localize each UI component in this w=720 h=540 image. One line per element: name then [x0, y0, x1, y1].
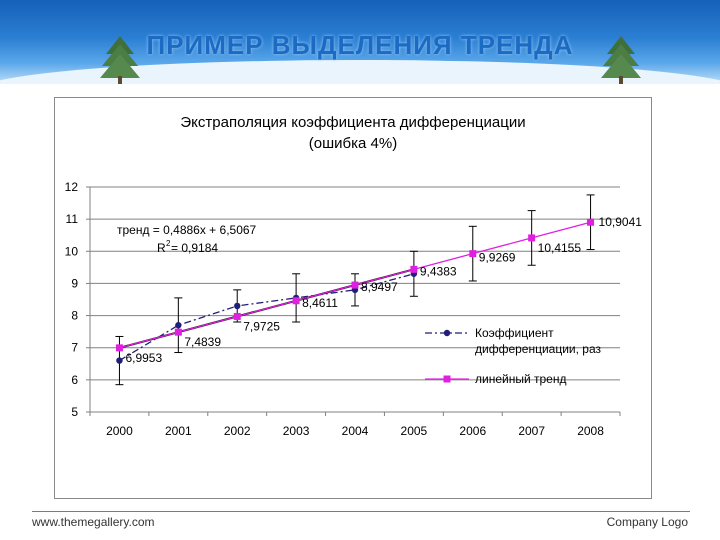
x-tick-label: 2006: [459, 424, 486, 438]
r-squared-label: R: [157, 241, 166, 255]
left-tree-icon: [100, 36, 140, 84]
footer-company-logo: Company Logo: [606, 515, 688, 529]
series-line-1: [119, 273, 415, 362]
series-2-point: [528, 234, 536, 242]
x-tick-label: 2005: [401, 424, 428, 438]
data-label: 8,9497: [361, 280, 398, 294]
data-label: 9,9269: [479, 251, 516, 265]
data-label: 10,9041: [599, 215, 643, 229]
x-tick-label: 2002: [224, 424, 251, 438]
data-label: 8,4611: [302, 296, 338, 310]
x-tick-label: 2003: [283, 424, 310, 438]
trend-equation: тренд = 0,4886x + 6,5067: [117, 223, 257, 237]
legend-marker-1: [443, 329, 451, 337]
y-tick-label: 6: [71, 373, 78, 387]
data-label: 7,9725: [243, 319, 280, 333]
header-banner: [0, 0, 720, 84]
legend-marker-2: [443, 375, 451, 383]
x-tick-label: 2007: [518, 424, 545, 438]
x-tick-label: 2008: [577, 424, 604, 438]
legend-label-1: Коэффициент: [475, 326, 554, 340]
series-2-point: [292, 297, 300, 305]
chart-title: Экстраполяция коэффициента дифференциаци…: [180, 114, 525, 131]
series-2-point: [174, 328, 182, 336]
series-1-point: [116, 357, 123, 364]
data-label: 10,4155: [538, 241, 582, 255]
y-tick-label: 8: [71, 309, 78, 323]
chart-frame: Экстраполяция коэффициента дифференциаци…: [54, 97, 652, 499]
data-label: 7,4839: [184, 335, 221, 349]
legend-label-1: дифференциации, раз: [475, 342, 602, 356]
footer-divider: [32, 511, 690, 512]
x-tick-label: 2004: [342, 424, 369, 438]
series-1-point: [234, 302, 241, 310]
series-2-point: [233, 312, 241, 320]
series-1-point: [175, 322, 182, 329]
data-label: 9,4383: [420, 264, 457, 278]
series-2-point: [410, 265, 418, 273]
series-2-point: [469, 250, 477, 258]
series-2-point: [351, 281, 359, 289]
y-tick-label: 10: [65, 244, 79, 258]
series-2-point: [115, 344, 123, 352]
data-label: 6,9953: [125, 351, 162, 365]
chart-subtitle: (ошибка 4%): [309, 135, 397, 152]
x-tick-label: 2001: [165, 424, 192, 438]
legend-label-2: линейный тренд: [475, 372, 566, 386]
y-tick-label: 9: [71, 276, 78, 290]
y-tick-label: 12: [65, 180, 79, 194]
series-2-point: [587, 218, 595, 226]
y-tick-label: 7: [71, 341, 78, 355]
y-tick-label: 11: [66, 212, 79, 226]
chart-svg: Экстраполяция коэффициента дифференциаци…: [65, 114, 643, 438]
y-tick-label: 5: [71, 405, 78, 419]
r-squared-value: = 0,9184: [171, 241, 218, 255]
footer-website[interactable]: www.themegallery.com: [32, 515, 155, 529]
r-squared-exponent: 2: [166, 239, 171, 248]
right-tree-icon: [601, 36, 641, 84]
slide-title: ПРИМЕР ВЫДЕЛЕНИЯ ТРЕНДА: [146, 30, 574, 60]
x-tick-label: 2000: [106, 424, 133, 438]
